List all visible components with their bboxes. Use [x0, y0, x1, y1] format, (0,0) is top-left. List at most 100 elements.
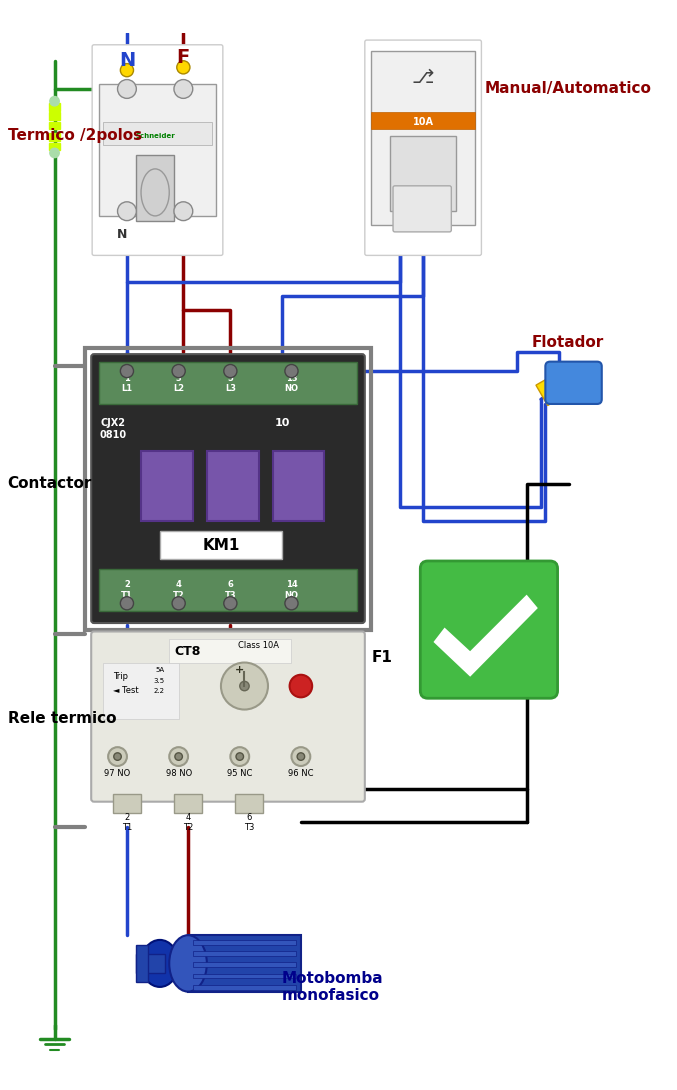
Text: Rele termico: Rele termico [7, 712, 116, 726]
Circle shape [224, 364, 237, 377]
FancyBboxPatch shape [91, 631, 365, 801]
Text: Trip: Trip [113, 673, 128, 681]
Circle shape [285, 364, 298, 377]
Bar [49, 122, 60, 130]
Bar [536, 379, 557, 405]
Bar [99, 362, 357, 404]
Text: 95 NC: 95 NC [227, 768, 253, 778]
Text: 14
NO: 14 NO [284, 581, 299, 600]
FancyBboxPatch shape [546, 362, 602, 404]
Text: 5A: 5A [156, 667, 165, 673]
Circle shape [172, 364, 185, 377]
Bar [169, 639, 292, 663]
Bar [193, 962, 296, 967]
Text: 4
T2: 4 T2 [183, 813, 193, 833]
Circle shape [292, 747, 310, 766]
Circle shape [121, 364, 133, 377]
Text: 98 NO: 98 NO [165, 768, 192, 778]
Bar [136, 954, 165, 972]
Text: F1: F1 [372, 651, 392, 665]
Bar [193, 940, 296, 945]
Text: ⎇: ⎇ [412, 69, 435, 87]
Text: Class 10A: Class 10A [238, 641, 279, 650]
Circle shape [177, 61, 190, 74]
Bar [193, 973, 296, 979]
Text: 3.5: 3.5 [154, 678, 165, 685]
Circle shape [285, 596, 298, 610]
Text: CJX2
0810: CJX2 0810 [100, 419, 127, 439]
Bar [193, 985, 296, 990]
Text: Motobomba
monofasico: Motobomba monofasico [282, 971, 384, 1003]
Bar [207, 451, 259, 521]
Ellipse shape [169, 935, 207, 992]
Bar [49, 133, 60, 141]
Text: 3
L2: 3 L2 [173, 374, 184, 393]
Circle shape [221, 663, 268, 710]
Circle shape [224, 596, 237, 610]
Text: 2.2: 2.2 [154, 688, 165, 693]
Text: N: N [117, 228, 127, 241]
Text: +: + [235, 665, 244, 675]
Bar [235, 795, 263, 813]
Circle shape [174, 80, 193, 98]
Circle shape [236, 753, 244, 761]
Polygon shape [435, 596, 536, 675]
Bar [372, 51, 475, 226]
Bar [49, 112, 60, 120]
Text: Flotador: Flotador [531, 336, 603, 350]
Bar [372, 112, 475, 130]
Circle shape [118, 202, 136, 220]
Bar [174, 795, 202, 813]
Text: 10: 10 [274, 419, 290, 428]
Bar [104, 663, 179, 719]
Bar [390, 136, 456, 211]
Bar [273, 451, 324, 521]
Circle shape [114, 753, 121, 761]
Bar [113, 795, 141, 813]
Text: Contactor: Contactor [7, 476, 92, 492]
Text: ◄ Test: ◄ Test [113, 687, 139, 695]
Text: 2
T1: 2 T1 [122, 813, 132, 833]
Text: KM1: KM1 [202, 537, 240, 553]
FancyBboxPatch shape [420, 561, 558, 699]
FancyBboxPatch shape [91, 354, 365, 623]
Text: 13
NO: 13 NO [284, 374, 299, 393]
Circle shape [50, 97, 59, 106]
Circle shape [118, 80, 136, 98]
Text: 6
T3: 6 T3 [244, 813, 255, 833]
Circle shape [230, 747, 249, 766]
Text: 4
T2: 4 T2 [173, 581, 185, 600]
Text: 97 NO: 97 NO [104, 768, 131, 778]
Bar [160, 531, 282, 559]
Bar [49, 104, 60, 110]
Circle shape [121, 63, 133, 76]
Bar [193, 952, 296, 956]
Ellipse shape [141, 940, 179, 986]
Circle shape [240, 681, 249, 691]
Bar [99, 84, 216, 216]
Bar [141, 451, 193, 521]
Text: CT8: CT8 [175, 645, 201, 657]
FancyBboxPatch shape [365, 40, 481, 255]
Circle shape [121, 596, 133, 610]
Circle shape [169, 747, 188, 766]
Circle shape [297, 753, 305, 761]
Circle shape [175, 753, 182, 761]
Bar [49, 143, 60, 150]
Ellipse shape [207, 935, 282, 992]
Circle shape [172, 596, 185, 610]
Text: Termico /2polos: Termico /2polos [7, 129, 141, 144]
Text: 96 NC: 96 NC [288, 768, 313, 778]
Bar [136, 945, 148, 982]
FancyBboxPatch shape [92, 45, 223, 255]
Circle shape [290, 675, 312, 698]
Bar [85, 348, 372, 630]
Text: 6
T3: 6 T3 [225, 581, 236, 600]
Bar [99, 569, 357, 610]
Text: Schneider: Schneider [135, 133, 175, 140]
Text: Manual/Automatico: Manual/Automatico [484, 82, 651, 97]
Text: 1
L1: 1 L1 [121, 374, 133, 393]
Text: N: N [118, 51, 135, 70]
Text: 10A: 10A [412, 117, 433, 126]
Text: 5
L3: 5 L3 [225, 374, 236, 393]
